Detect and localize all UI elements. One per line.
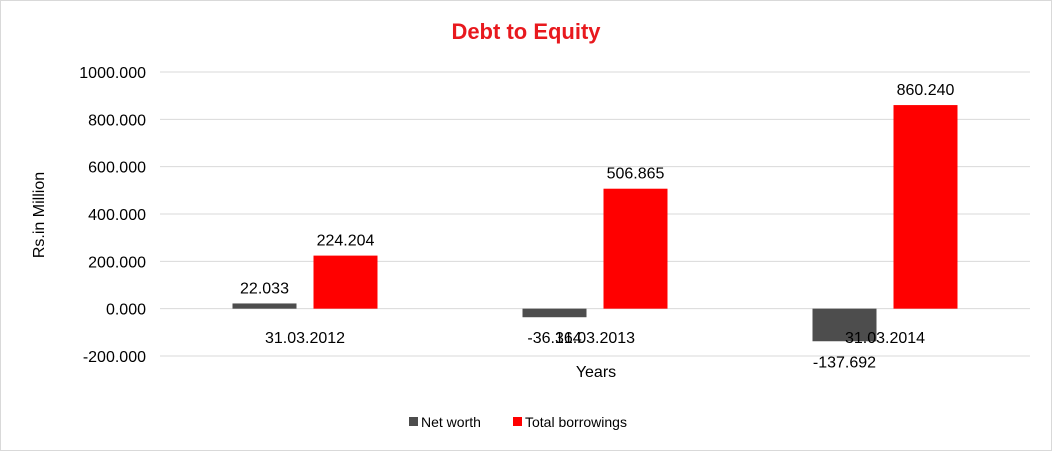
bar-total-borrowings xyxy=(313,255,378,309)
x-tick-label: 31.03.2012 xyxy=(265,330,345,347)
y-tick-label: 600.000 xyxy=(88,160,146,177)
chart-title: Debt to Equity xyxy=(451,19,601,44)
y-tick-label: 0.000 xyxy=(106,302,146,319)
y-tick-label: -200.000 xyxy=(83,349,146,366)
data-label-total-borrowings: 506.865 xyxy=(607,166,665,183)
bar-net-worth xyxy=(522,308,587,318)
y-axis-ticks: -200.000 0.000 200.000 400.000 600.000 800.00… xyxy=(79,65,146,366)
data-labels: 22.033 224.204 -36.164 506.865 -137.692 860.2… xyxy=(240,82,954,371)
legend: Net worth Total borrowings xyxy=(409,414,627,430)
bar-total-borrowings xyxy=(893,105,958,309)
data-label-net-worth: -137.692 xyxy=(813,354,876,371)
y-tick-label: 800.000 xyxy=(88,112,146,129)
x-tick-label: 31.03.2013 xyxy=(555,330,635,347)
legend-swatch-net-worth xyxy=(409,417,418,426)
bars xyxy=(232,105,958,342)
y-tick-label: 1000.000 xyxy=(79,65,146,82)
x-axis-ticks: 31.03.2012 31.03.2013 31.03.2014 xyxy=(265,330,925,347)
data-label-net-worth: 22.033 xyxy=(240,280,289,297)
legend-label-net-worth: Net worth xyxy=(421,414,481,430)
data-label-net-worth: -36.164 xyxy=(527,330,581,347)
data-label-total-borrowings: 224.204 xyxy=(317,233,375,250)
y-tick-label: 200.000 xyxy=(88,254,146,271)
y-tick-label: 400.000 xyxy=(88,207,146,224)
bar-net-worth xyxy=(812,308,877,342)
y-axis-label: Rs.in Million xyxy=(31,172,48,258)
data-label-total-borrowings: 860.240 xyxy=(897,82,955,99)
x-axis-label: Years xyxy=(576,364,616,381)
x-tick-label: 31.03.2014 xyxy=(845,330,925,347)
bar-total-borrowings xyxy=(603,188,668,309)
gridlines xyxy=(160,71,1030,357)
legend-swatch-total-borrowings xyxy=(513,417,522,426)
legend-label-total-borrowings: Total borrowings xyxy=(525,414,627,430)
bar-net-worth xyxy=(232,303,297,309)
